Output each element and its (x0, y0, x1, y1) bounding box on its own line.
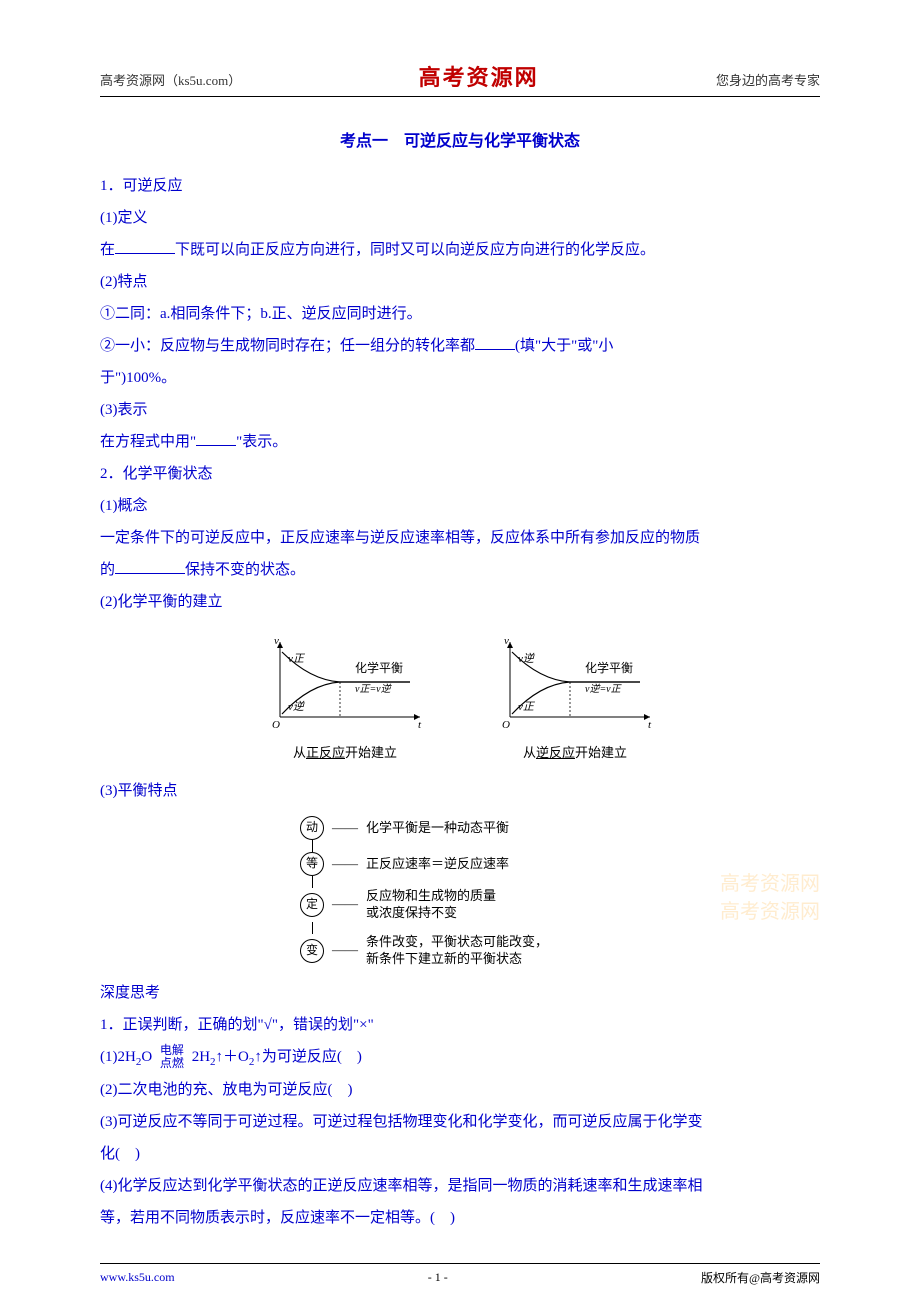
text: ↑＋O (216, 1049, 249, 1065)
text: 在 (100, 242, 115, 258)
body-line: (2)特点 (100, 267, 820, 297)
text-underline: 正反应 (306, 745, 345, 760)
flow-node: 动 (300, 816, 324, 840)
flow-text: 或浓度保持不变 (366, 905, 496, 922)
body-line: 化( ) (100, 1139, 820, 1169)
text-underline: 逆反应 (536, 745, 575, 760)
flow-text: 新条件下建立新的平衡状态 (366, 951, 548, 968)
text: "表示。 (236, 434, 287, 450)
flow-text: 条件改变，平衡状态可能改变， (366, 934, 548, 951)
text: 开始建立 (345, 745, 397, 760)
watermark-line: 高考资源网 (720, 870, 820, 898)
flow-connector (312, 876, 313, 888)
body-line: 2．化学平衡状态 (100, 459, 820, 489)
equilibrium-charts: v t O v正 v逆 化学平衡 v正=v逆 从正反应开始建立 v (100, 632, 820, 761)
flow-text: 正反应速率＝逆反应速率 (366, 856, 509, 873)
origin-label: O (272, 719, 280, 731)
text: 2H (192, 1049, 210, 1065)
body-line: 的 保持不变的状态。 (100, 555, 820, 585)
text: 从 (523, 745, 536, 760)
origin-label: O (502, 719, 510, 731)
chart-caption: 从逆反应开始建立 (490, 742, 660, 761)
header-left: 高考资源网（ks5u.com） (100, 70, 241, 89)
text: 从 (293, 745, 306, 760)
chart-caption: 从正反应开始建立 (260, 742, 430, 761)
body-line: ②一小：反应物与生成物同时存在；任一组分的转化率都 (填"大于"或"小 (100, 331, 820, 361)
flow-row: 等 —— 正反应速率＝逆反应速率 (300, 852, 509, 876)
fill-blank[interactable] (115, 559, 185, 574)
body-line: 深度思考 (100, 978, 820, 1008)
axis-v-label: v (504, 635, 509, 647)
chart-forward: v t O v正 v逆 化学平衡 v正=v逆 从正反应开始建立 (260, 632, 430, 761)
flow-text: 化学平衡是一种动态平衡 (366, 820, 509, 837)
text: ↑为可逆反应( ) (254, 1049, 362, 1065)
flow-row: 定 —— 反应物和生成物的质量 或浓度保持不变 (300, 888, 496, 922)
body-line: (3)可逆反应不等同于可逆过程。可逆过程包括物理变化和化学变化，而可逆反应属于化… (100, 1107, 820, 1137)
eq-label: 化学平衡 (585, 660, 633, 675)
page-header: 高考资源网（ks5u.com） 高考资源网 您身边的高考专家 (100, 60, 820, 97)
text: 保持不变的状态。 (185, 562, 305, 578)
flow-row: 变 —— 条件改变，平衡状态可能改变， 新条件下建立新的平衡状态 (300, 934, 548, 968)
fill-blank[interactable] (115, 239, 175, 254)
eq-label: 化学平衡 (355, 660, 403, 675)
body-line: (2)化学平衡的建立 (100, 587, 820, 617)
text: 点燃 (160, 1057, 184, 1070)
v-forward-label: v正 (518, 701, 536, 713)
svg-text:v逆=v正: v逆=v正 (585, 683, 623, 695)
section-title: 考点一 可逆反应与化学平衡状态 (100, 127, 820, 151)
text: ②一小：反应物与生成物同时存在；任一组分的转化率都 (100, 338, 475, 354)
body-line: 在 下既可以向正反应方向进行，同时又可以向逆反应方向进行的化学反应。 (100, 235, 820, 265)
body-line: (4)化学反应达到化学平衡状态的正逆反应速率相等，是指同一物质的消耗速率和生成速… (100, 1171, 820, 1201)
axis-t-label: t (418, 719, 422, 731)
flow-connector (312, 922, 313, 934)
body-line: (3)平衡特点 (100, 776, 820, 806)
body-line: 1．可逆反应 (100, 171, 820, 201)
body-line: 等，若用不同物质表示时，反应速率不一定相等。( ) (100, 1203, 820, 1233)
chart-svg: v t O v逆 v正 化学平衡 v逆=v正 (490, 632, 660, 732)
axis-t-label: t (648, 719, 652, 731)
body-line: 在方程式中用" "表示。 (100, 427, 820, 457)
text: 开始建立 (575, 745, 627, 760)
page-footer: www.ks5u.com - 1 - 版权所有@高考资源网 (100, 1263, 820, 1286)
body-line: 1．正误判断，正确的划"√"，错误的划"×" (100, 1010, 820, 1040)
axis-v-label: v (274, 635, 279, 647)
body-line: (1)概念 (100, 491, 820, 521)
watermark-line: 高考资源网 (720, 898, 820, 926)
text: (1)2H (100, 1049, 136, 1065)
fill-blank[interactable] (475, 335, 515, 350)
chart-svg: v t O v正 v逆 化学平衡 v正=v逆 (260, 632, 430, 732)
watermark: 高考资源网 高考资源网 (720, 870, 820, 926)
eq-sub-label: v正=v逆 (355, 683, 393, 695)
body-line: (1)2H2O 电解 点燃 2H2↑＋O2↑为可逆反应( ) (100, 1042, 820, 1073)
body-line: (2)二次电池的充、放电为可逆反应( ) (100, 1075, 820, 1105)
flow-node: 等 (300, 852, 324, 876)
footer-url: www.ks5u.com (100, 1270, 175, 1285)
text: 的 (100, 562, 115, 578)
v-reverse-label: v逆 (518, 652, 536, 665)
page-number: - 1 - (428, 1270, 448, 1285)
body-line: 一定条件下的可逆反应中，正反应速率与逆反应速率相等，反应体系中所有参加反应的物质 (100, 523, 820, 553)
chart-reverse: v t O v逆 v正 化学平衡 v逆=v正 从逆反应开始建立 (490, 632, 660, 761)
reaction-condition: 电解 点燃 (160, 1044, 184, 1070)
body-line: (3)表示 (100, 395, 820, 425)
text: (填"大于"或"小 (515, 338, 613, 354)
v-forward-label: v正 (288, 653, 306, 665)
fill-blank[interactable] (196, 431, 236, 446)
header-logo-text: 高考资源网 (419, 60, 539, 92)
body-line: 于")100%。 (100, 363, 820, 393)
footer-copyright: 版权所有@高考资源网 (701, 1269, 820, 1286)
text: 下既可以向正反应方向进行，同时又可以向逆反应方向进行的化学反应。 (175, 242, 655, 258)
text: 在方程式中用" (100, 434, 196, 450)
body-line: (1)定义 (100, 203, 820, 233)
v-reverse-label: v逆 (288, 700, 306, 713)
header-right: 您身边的高考专家 (716, 70, 820, 89)
flow-text: 反应物和生成物的质量 (366, 888, 496, 905)
flow-row: 动 —— 化学平衡是一种动态平衡 (300, 816, 509, 840)
flow-connector (312, 840, 313, 852)
body-line: ①二同：a.相同条件下；b.正、逆反应同时进行。 (100, 299, 820, 329)
text: O (141, 1049, 152, 1065)
flow-node: 变 (300, 939, 324, 963)
flow-node: 定 (300, 893, 324, 917)
